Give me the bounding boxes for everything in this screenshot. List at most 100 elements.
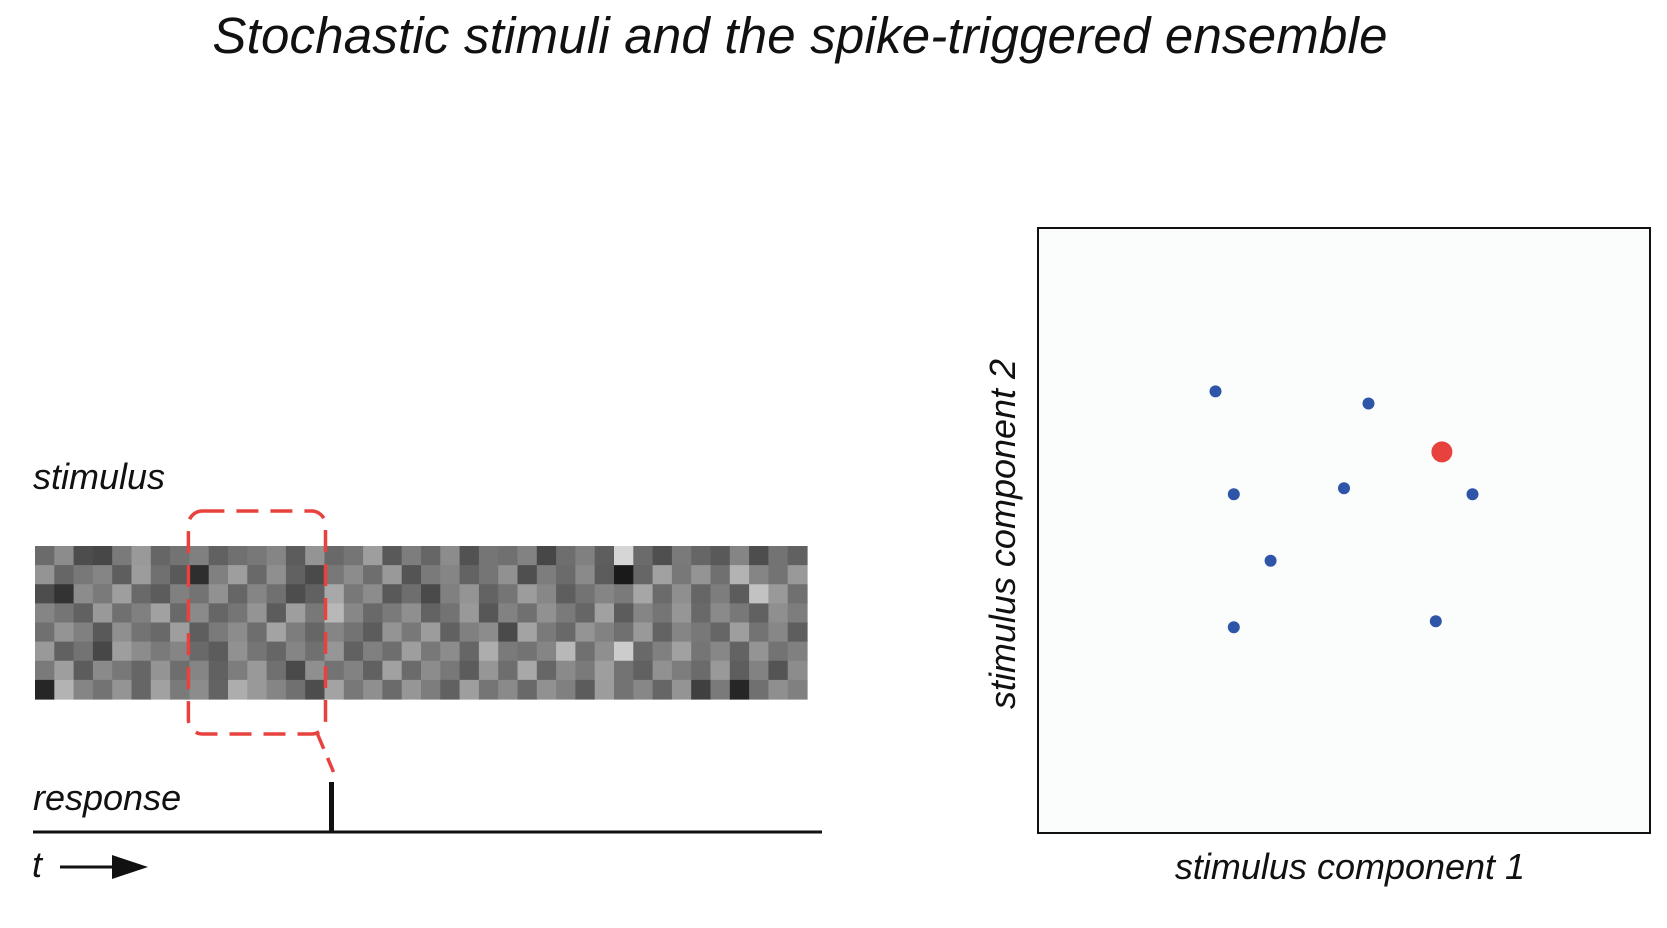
stimulus-cell [228, 584, 248, 604]
stimulus-cell [556, 603, 576, 624]
stimulus-cell [594, 584, 615, 604]
stimulus-cell [652, 622, 673, 643]
stimulus-cell [536, 603, 557, 624]
stimulus-cell [421, 679, 441, 700]
stimulus-cell [787, 565, 808, 585]
stimulus-cell [266, 660, 287, 681]
stimulus-cell [35, 660, 55, 681]
stimulus-cell [421, 546, 441, 566]
stimulus-cell [170, 660, 190, 681]
stimulus-cell [556, 584, 576, 604]
stimulus-cell [247, 584, 268, 604]
stimulus-cell [749, 584, 769, 604]
stimulus-cell [459, 660, 480, 681]
stimulus-cell [478, 565, 499, 585]
stimulus-cell [749, 660, 769, 681]
stimulus-cell [536, 565, 557, 585]
stimulus-cell [517, 546, 538, 566]
stimulus-cell [594, 660, 615, 681]
stimulus-cell [324, 603, 345, 624]
stimulus-cell [92, 660, 113, 681]
stimulus-cell [594, 565, 615, 585]
stimulus-cell [440, 603, 461, 624]
stimulus-cell [440, 679, 461, 700]
stimulus-cell [749, 565, 769, 585]
stimulus-cell [305, 622, 326, 643]
stimulus-cell [54, 641, 75, 662]
stimulus-cell [710, 546, 731, 566]
stimulus-cell [324, 660, 345, 681]
stimulus-cell [652, 584, 673, 604]
stimulus-cell [401, 603, 422, 624]
stimulus-cell [305, 584, 326, 604]
stimulus-cell [363, 584, 383, 604]
stimulus-cell [787, 660, 808, 681]
stimulus-cell [73, 565, 94, 585]
stimulus-cell [343, 679, 364, 700]
stimulus-cell [382, 603, 403, 624]
stimulus-cell [768, 622, 789, 643]
stimulus-cell [691, 679, 712, 700]
stimulus-cell [208, 584, 229, 604]
stimulus-cell [189, 546, 210, 566]
stimulus-cell [614, 584, 634, 604]
stimulus-cell [363, 660, 383, 681]
stimulus-cell [478, 660, 499, 681]
stimulus-cell [440, 660, 461, 681]
stimulus-cell [787, 679, 808, 700]
stimulus-cell [112, 546, 133, 566]
stimulus-cell [189, 660, 210, 681]
stimulus-cell [363, 565, 383, 585]
stimulus-cell [324, 679, 345, 700]
stimulus-cell [54, 660, 75, 681]
stimulus-cell [266, 603, 287, 624]
stimulus-cell [729, 584, 750, 604]
stimulus-cell [536, 584, 557, 604]
stimulus-cell [112, 603, 133, 624]
stimulus-cell [768, 679, 789, 700]
stimulus-cell [652, 641, 673, 662]
stimulus-cell [517, 622, 538, 643]
stimulus-cell [459, 546, 480, 566]
stimulus-cell [266, 584, 287, 604]
stimulus-cell [614, 546, 634, 566]
stimulus-cell [305, 546, 326, 566]
stimulus-cell [421, 622, 441, 643]
stimulus-cell [729, 660, 750, 681]
stimulus-cell [150, 660, 171, 681]
stimulus-cell [517, 565, 538, 585]
stimulus-cell [73, 660, 94, 681]
stimulus-cell [671, 603, 692, 624]
stimulus-cell [749, 622, 769, 643]
stimulus-cell [556, 660, 576, 681]
stimulus-cell [208, 641, 229, 662]
stimulus-cell [305, 603, 326, 624]
stimulus-cell [421, 603, 441, 624]
stimulus-cell [150, 584, 171, 604]
stimulus-cell [691, 546, 712, 566]
stimulus-cell [710, 660, 731, 681]
stimulus-cell [691, 641, 712, 662]
stimulus-cell [170, 565, 190, 585]
stimulus-cell [228, 603, 248, 624]
stimulus-cell [517, 584, 538, 604]
stimulus-cell [363, 679, 383, 700]
highlight-connector [315, 733, 336, 773]
stimulus-cell [729, 679, 750, 700]
stimulus-cell [247, 565, 268, 585]
stimulus-cell [478, 546, 499, 566]
stimulus-cell [73, 679, 94, 700]
stimulus-cell [710, 565, 731, 585]
stimulus-cell [228, 622, 248, 643]
stimulus-cell [556, 546, 576, 566]
stimulus-cell [382, 584, 403, 604]
stimulus-cell [324, 546, 345, 566]
stimulus-cell [247, 603, 268, 624]
stimulus-cell [517, 660, 538, 681]
stimulus-cell [401, 584, 422, 604]
stimulus-cell [691, 565, 712, 585]
stimulus-cell [440, 565, 461, 585]
stimulus-cell [768, 641, 789, 662]
stimulus-cell [536, 641, 557, 662]
stimulus-cell [189, 622, 210, 643]
